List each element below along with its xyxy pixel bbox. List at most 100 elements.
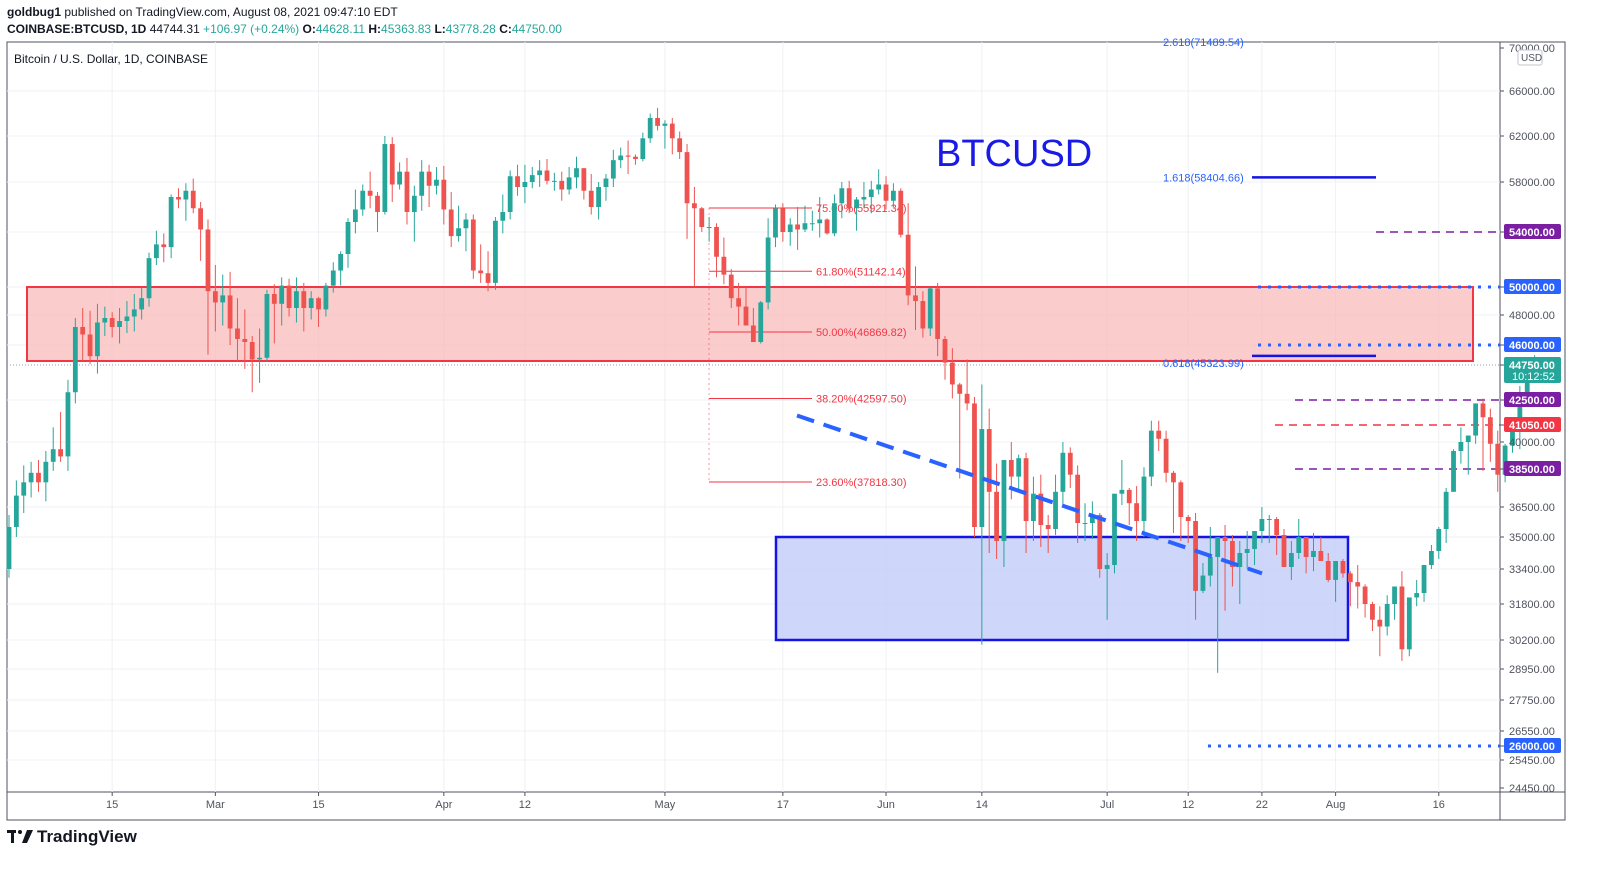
candle — [316, 296, 321, 327]
author-name[interactable]: goldbug1 — [7, 5, 61, 19]
candle — [1274, 517, 1280, 555]
candle-body — [316, 298, 321, 310]
candle-body — [1458, 442, 1464, 451]
candle-body — [1281, 535, 1287, 567]
candle-body — [537, 170, 543, 176]
chart-title: Bitcoin / U.S. Dollar, 1D, COINBASE — [14, 52, 208, 66]
tradingview-logo-icon — [7, 830, 33, 843]
candle-body — [574, 168, 579, 178]
footer-brand[interactable]: TradingView — [7, 827, 137, 847]
candle-body — [618, 155, 624, 161]
candle-body — [1060, 452, 1066, 492]
candle — [979, 384, 985, 645]
candle — [596, 182, 601, 220]
candle-body — [655, 118, 660, 126]
candle-body — [109, 318, 115, 327]
fib-label: 50.00%(46869.82) — [816, 327, 907, 339]
price-label: 44750.00 — [1509, 360, 1555, 372]
candle-body — [1031, 493, 1036, 521]
candle — [1237, 541, 1243, 604]
candle-body — [802, 223, 808, 230]
open-label: O: — [302, 22, 316, 36]
price-label: 42500.00 — [1509, 395, 1555, 407]
candle — [161, 233, 167, 263]
price-tick-label: 26550.00 — [1509, 726, 1555, 738]
candle — [905, 203, 911, 306]
candle — [220, 274, 226, 326]
candle — [1458, 427, 1464, 464]
candle — [824, 218, 830, 235]
candle-body — [43, 461, 49, 483]
close-label: C: — [499, 22, 512, 36]
candle-body — [817, 219, 823, 224]
candle — [581, 168, 587, 200]
candle-body — [728, 274, 734, 299]
candle-body — [1200, 575, 1206, 591]
candle — [861, 182, 867, 209]
price-tick-label: 33400.00 — [1509, 564, 1555, 576]
candle — [212, 265, 218, 332]
candle-body — [972, 403, 977, 527]
candle — [1185, 515, 1191, 543]
candle-body — [448, 209, 454, 237]
candle-body — [330, 270, 336, 286]
candle — [787, 218, 793, 246]
candle — [728, 269, 734, 308]
candle-body — [1089, 515, 1095, 523]
candle-body — [559, 180, 565, 190]
price-label-bg — [1504, 224, 1561, 239]
candle — [529, 167, 535, 189]
candle — [404, 157, 410, 225]
candle-body — [610, 160, 616, 179]
candle — [65, 379, 71, 471]
candle-body — [419, 171, 425, 196]
candle — [1016, 454, 1022, 490]
candle — [43, 451, 49, 502]
candle-body — [1112, 493, 1117, 565]
low-value: 43778.28 — [445, 22, 496, 36]
candle-body — [714, 227, 719, 257]
candle — [669, 118, 675, 155]
candle-body — [168, 197, 174, 248]
candle — [677, 131, 683, 159]
candle — [1230, 535, 1235, 587]
candle — [1075, 465, 1081, 543]
candle — [242, 309, 248, 369]
candle-body — [1237, 553, 1243, 567]
candle-body — [964, 393, 970, 404]
candle-body — [1259, 519, 1265, 531]
brand-name: TradingView — [37, 827, 137, 846]
candle — [397, 162, 403, 190]
candle — [839, 182, 845, 219]
candle-body — [1473, 403, 1479, 436]
candle — [507, 170, 513, 220]
candle-body — [868, 189, 874, 197]
candle-body — [898, 190, 904, 235]
candle — [964, 359, 970, 411]
candle — [1347, 571, 1353, 607]
candle-body — [161, 244, 167, 248]
candle — [1303, 537, 1309, 574]
candle — [1053, 474, 1058, 535]
candle — [1215, 537, 1221, 673]
candle-body — [279, 285, 285, 304]
candle-body — [891, 190, 896, 201]
candle — [566, 167, 572, 195]
price-label-bg — [1504, 461, 1561, 476]
candle-body — [375, 195, 380, 212]
price-label-bg — [1504, 357, 1561, 383]
candle — [758, 301, 764, 344]
candle — [773, 204, 778, 248]
candle-body — [1384, 604, 1390, 627]
candle — [522, 164, 528, 204]
price-label: 54000.00 — [1509, 227, 1555, 239]
time-axis: 15 Mar 15 Apr 12 May 17 Jun 14 Jul 12 22 Aug 16 — [106, 792, 1445, 811]
candle-body — [957, 384, 963, 394]
ext-label: 0.618(45323.99) — [1163, 358, 1244, 370]
candle — [279, 277, 285, 326]
candle — [802, 205, 808, 232]
fib-label: 75.00%(55921.34) — [816, 203, 907, 215]
candle — [36, 460, 41, 492]
time-tick-label: 17 — [777, 799, 789, 811]
